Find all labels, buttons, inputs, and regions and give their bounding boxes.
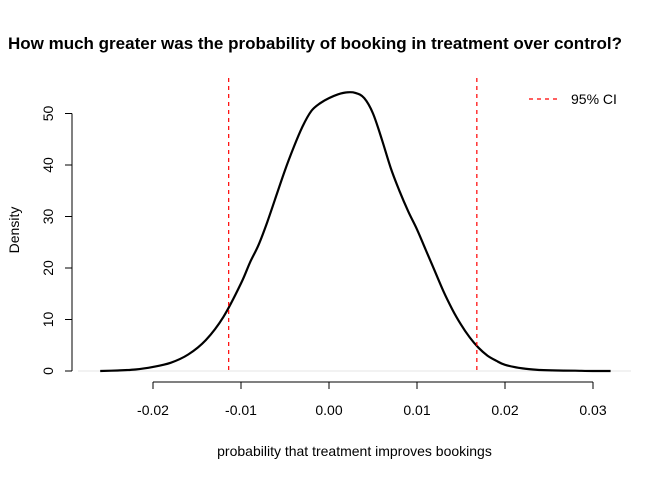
x-tick-label: -0.01 <box>225 402 257 418</box>
legend: 95% CI <box>529 91 617 107</box>
density-curve <box>100 91 611 373</box>
plot-area <box>78 78 631 373</box>
chart-title: How much greater was the probability of … <box>8 34 622 53</box>
x-axis: -0.02 -0.01 0.00 0.01 0.02 0.03 <box>137 381 607 418</box>
y-axis: 0 10 20 30 40 50 <box>40 106 73 375</box>
legend-label: 95% CI <box>571 91 617 107</box>
x-tick-label: -0.02 <box>137 402 169 418</box>
x-tick-label: 0.01 <box>403 402 430 418</box>
y-axis-label: Density <box>6 207 22 254</box>
y-tick-label: 30 <box>40 209 56 225</box>
y-tick-label: 0 <box>40 367 56 375</box>
y-tick-label: 20 <box>40 260 56 276</box>
y-tick-label: 50 <box>40 106 56 122</box>
x-axis-label: probability that treatment improves book… <box>217 443 492 459</box>
x-tick-label: 0.02 <box>491 402 518 418</box>
y-tick-label: 40 <box>40 157 56 173</box>
y-tick-label: 10 <box>40 312 56 328</box>
x-tick-label: 0.03 <box>579 402 606 418</box>
x-tick-label: 0.00 <box>315 402 342 418</box>
